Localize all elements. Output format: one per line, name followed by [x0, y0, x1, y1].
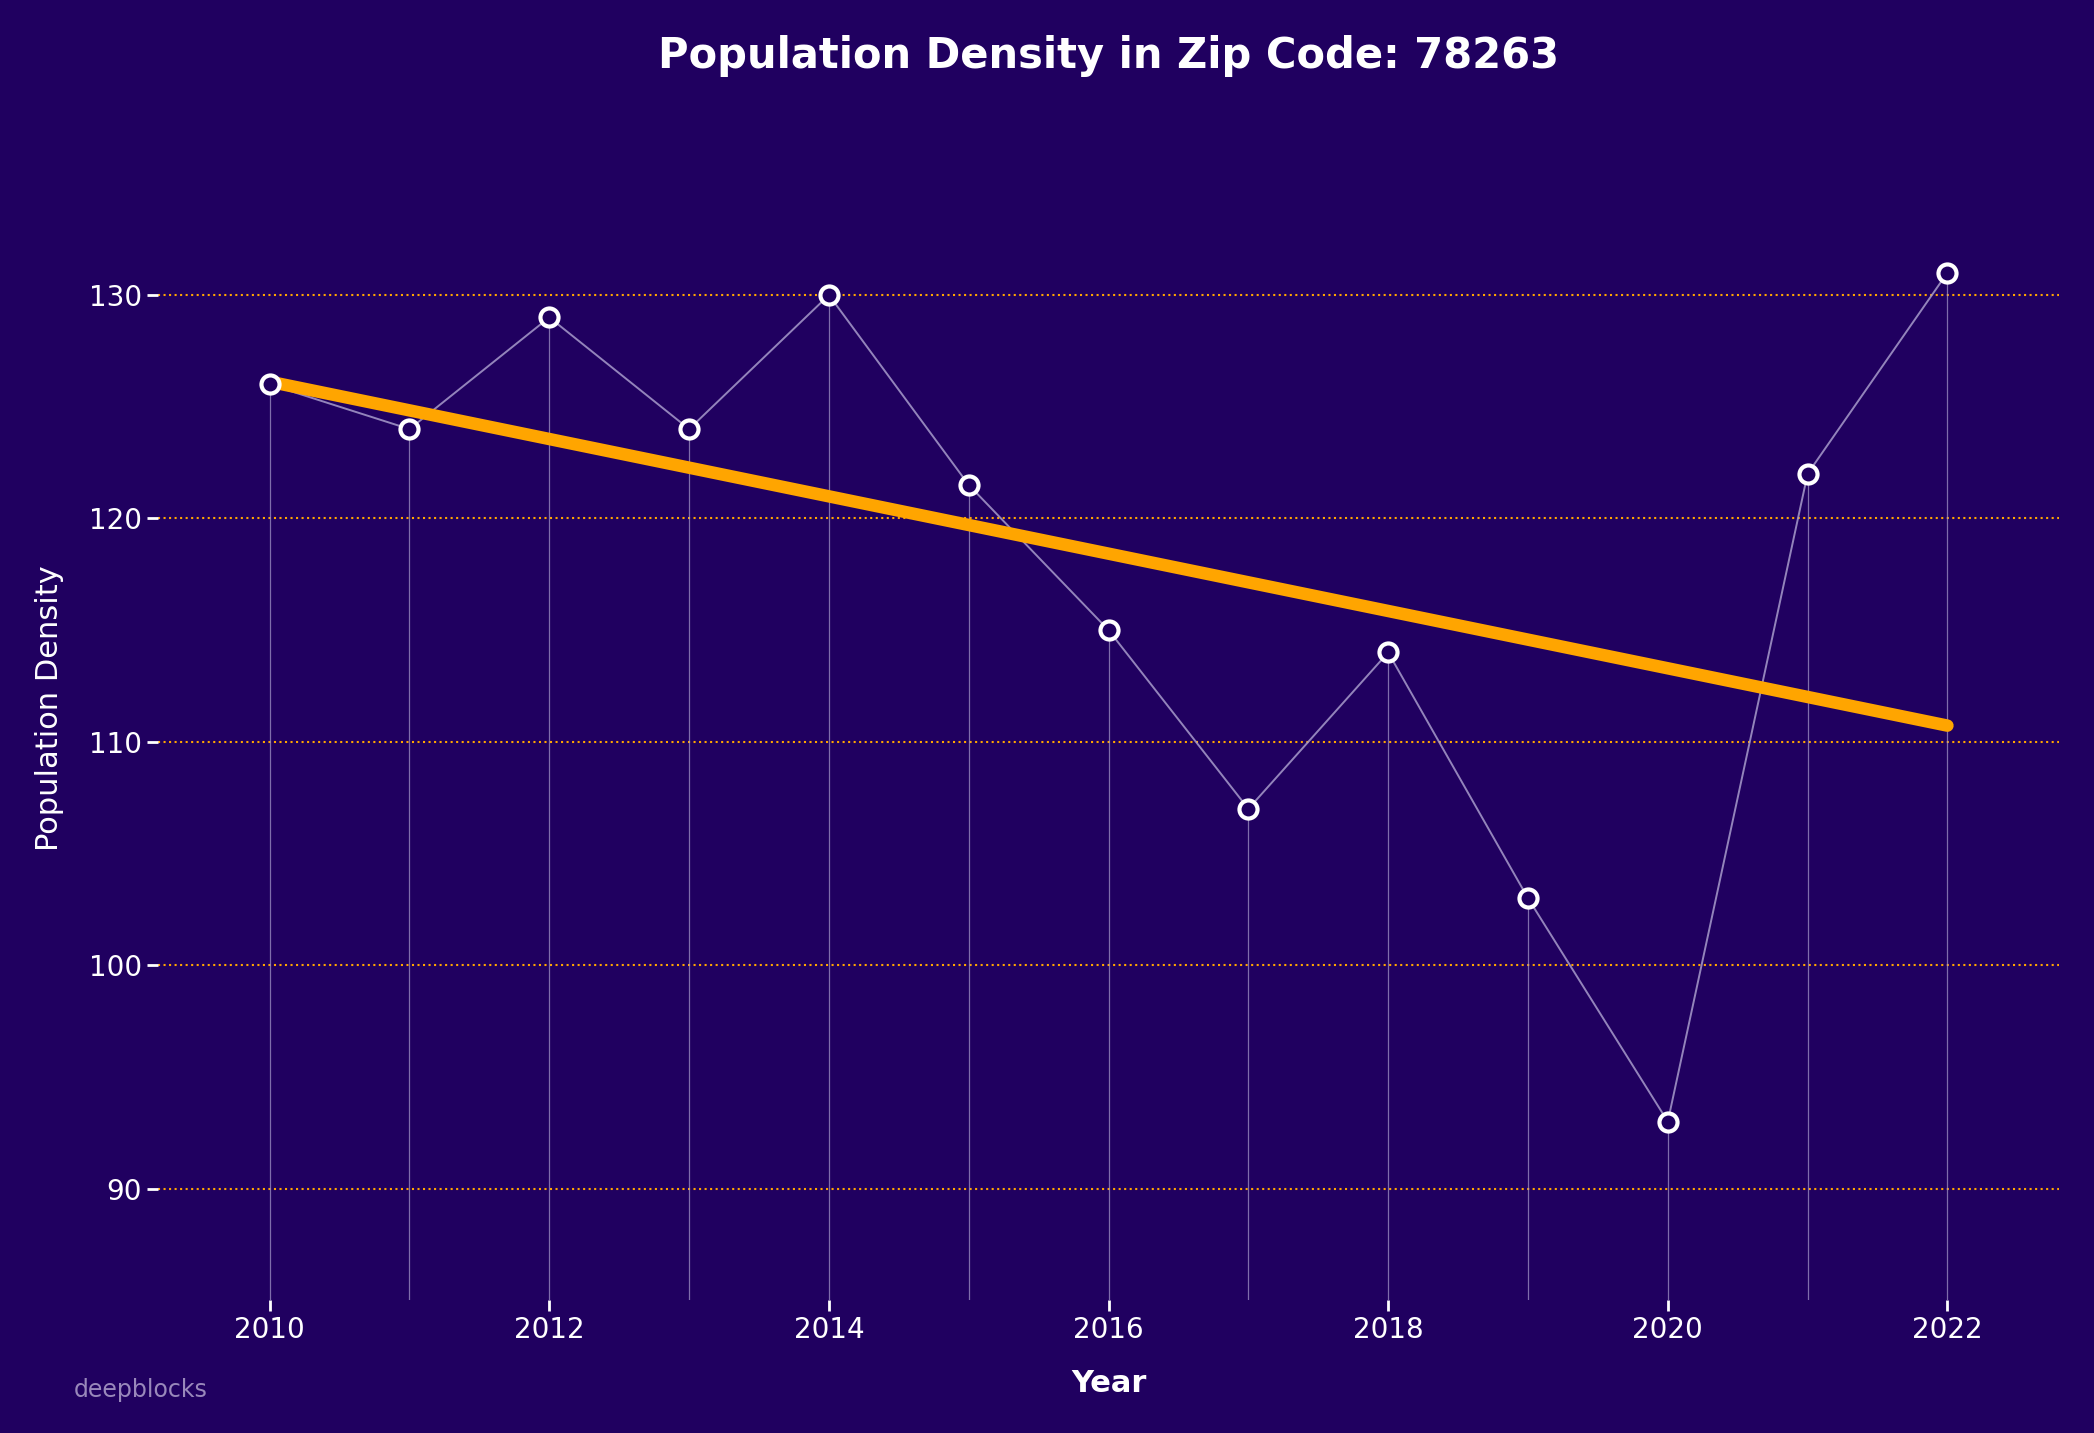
X-axis label: Year: Year [1070, 1370, 1145, 1399]
Text: deepblocks: deepblocks [73, 1379, 207, 1401]
Title: Population Density in Zip Code: 78263: Population Density in Zip Code: 78263 [658, 34, 1560, 77]
Y-axis label: Population Density: Population Density [36, 566, 63, 851]
